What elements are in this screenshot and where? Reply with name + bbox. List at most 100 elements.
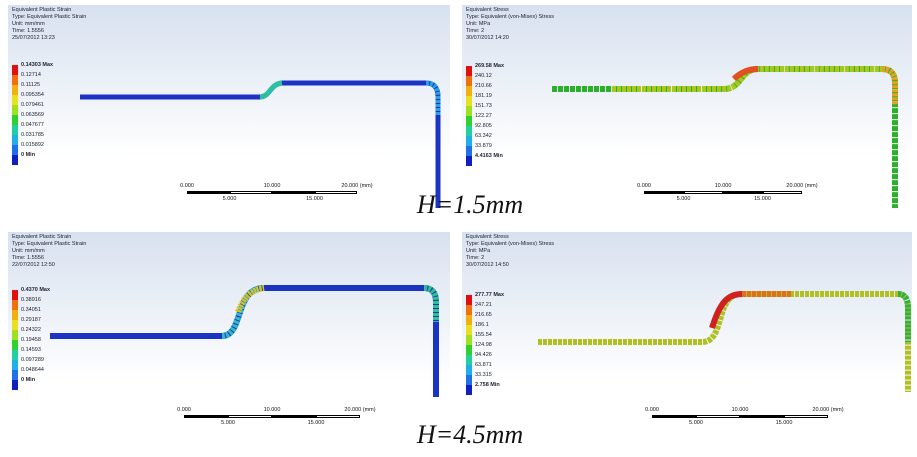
legend-swatch	[12, 105, 18, 115]
scale-label: 5.000	[221, 420, 235, 426]
legend-swatch	[466, 106, 472, 116]
legend-swatch	[12, 145, 18, 155]
legend-swatch	[12, 135, 18, 145]
scale-bar	[272, 191, 315, 194]
geometry	[462, 232, 912, 432]
legend-swatch	[466, 315, 472, 325]
scale-bar	[684, 191, 724, 194]
legend-label: 0.097289	[21, 357, 44, 363]
legend-swatch	[466, 295, 472, 305]
header-line: Equivalent Plastic Strain	[12, 234, 71, 240]
legend-label: 269.58 Max	[475, 63, 504, 69]
legend-swatch	[466, 96, 472, 106]
scale-label: 15.000	[754, 196, 771, 202]
legend-label: 277.77 Max	[475, 292, 504, 298]
legend-label: 0.063569	[21, 112, 44, 118]
legend-label: 181.19	[475, 93, 492, 99]
legend-swatch	[466, 305, 472, 315]
legend-swatch	[12, 350, 18, 360]
legend-label: 4.4163 Min	[475, 153, 503, 159]
legend-label: 33.879	[475, 143, 492, 149]
legend-swatch	[12, 300, 18, 310]
legend-swatch	[12, 65, 18, 75]
header-line: Unit: MPa	[466, 248, 490, 254]
page: Equivalent Plastic Strain Type: Equivalen…	[0, 0, 917, 457]
legend-swatch	[12, 115, 18, 125]
legend-swatch	[12, 310, 18, 320]
caption: H=1.5mm	[417, 190, 523, 220]
header-line: Equivalent Stress	[466, 7, 509, 13]
header-line: Type: Equivalent (von-Mises) Stress	[466, 241, 554, 247]
legend-swatch	[12, 380, 18, 390]
legend-label: 186.1	[475, 322, 489, 328]
geometry	[8, 5, 450, 208]
legend-label: 0.14593	[21, 347, 41, 353]
legend-label: 0.4370 Max	[21, 287, 50, 293]
scale-label: 15.000	[308, 420, 325, 426]
header-line: Time: 1.5556	[12, 28, 44, 34]
header-line: Unit: mm/mm	[12, 21, 45, 27]
legend-swatch	[466, 335, 472, 345]
header-line: 22/07/2012 12:50	[12, 262, 55, 268]
legend-swatch	[466, 76, 472, 86]
legend-label: 0.19458	[21, 337, 41, 343]
scale-bar	[272, 415, 316, 418]
header-line: 25/07/2012 13:23	[12, 35, 55, 41]
legend-swatch	[12, 95, 18, 105]
header-line: Equivalent Plastic Strain	[12, 7, 71, 13]
legend-swatch	[12, 330, 18, 340]
legend-swatch	[466, 355, 472, 365]
scale-bar	[740, 415, 784, 418]
scale-label: 5.000	[689, 420, 703, 426]
scale-bar	[644, 191, 684, 194]
scale-bar	[228, 415, 272, 418]
legend-label: 247.21	[475, 302, 492, 308]
legend-label: 0 Min	[21, 152, 35, 158]
caption: H=4.5mm	[417, 420, 523, 450]
legend-label: 63.871	[475, 362, 492, 368]
header-line: Time: 2	[466, 28, 484, 34]
legend-swatch	[12, 320, 18, 330]
legend-swatch	[466, 156, 472, 166]
legend-swatch	[466, 365, 472, 375]
scale-label: 0.000	[180, 183, 194, 189]
scale-bar	[316, 415, 360, 418]
legend-label: 151.73	[475, 103, 492, 109]
legend-label: 124.98	[475, 342, 492, 348]
legend-label: 0.38916	[21, 297, 41, 303]
scale-label: 20.000 (mm)	[812, 407, 843, 413]
legend-label: 0.14303 Max	[21, 62, 53, 68]
legend-label: 155.54	[475, 332, 492, 338]
legend-label: 0.11125	[21, 82, 40, 88]
legend-swatch	[12, 85, 18, 95]
scale-label: 15.000	[306, 196, 323, 202]
legend-swatch	[12, 370, 18, 380]
legend-label: 122.27	[475, 113, 492, 119]
legend-label: 0.031785	[21, 132, 44, 138]
scale-label: 20.000 (mm)	[344, 407, 375, 413]
legend-label: 0.047677	[21, 122, 44, 128]
legend-label: 0.24322	[21, 327, 41, 333]
legend-label: 0.015892	[21, 142, 44, 148]
scale-bar	[696, 415, 740, 418]
scale-label: 20.000 (mm)	[341, 183, 372, 189]
scale-label: 10.000	[264, 183, 281, 189]
header-line: 30/07/2012 14:50	[466, 262, 509, 268]
legend-label: 0 Min	[21, 377, 35, 383]
scale-bar	[187, 191, 230, 194]
legend-label: 0.048644	[21, 367, 44, 373]
header-line: Time: 1.5556	[12, 255, 44, 261]
legend-swatch	[466, 345, 472, 355]
legend-label: 63.342	[475, 133, 492, 139]
legend-swatch	[466, 146, 472, 156]
legend-swatch	[12, 155, 18, 165]
geometry	[8, 232, 450, 432]
header-line: Equivalent Stress	[466, 234, 509, 240]
scale-bar	[652, 415, 696, 418]
legend-label: 92.805	[475, 123, 492, 129]
header-line: Unit: mm/mm	[12, 248, 45, 254]
legend-label: 240.12	[475, 73, 492, 79]
scale-label: 10.000	[715, 183, 732, 189]
